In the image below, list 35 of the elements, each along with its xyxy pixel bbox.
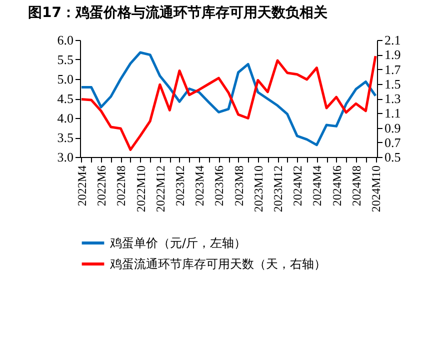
x-tick-label: 2024M6 — [330, 166, 344, 206]
y2-tick-label: 1.1 — [384, 106, 401, 121]
legend-label: 鸡蛋流通环节库存可用天数（天，右轴） — [109, 257, 326, 271]
y-tick-label: 5.5 — [57, 52, 74, 67]
y2-tick-label: 1.5 — [384, 76, 401, 92]
x-tick-label: 2022M8 — [114, 166, 128, 206]
x-tick-label: 2023M10 — [251, 166, 266, 212]
x-tick-label: 2023M4 — [192, 166, 207, 206]
y2-tick-label: 0.7 — [384, 134, 402, 150]
chart-title: 图17：鸡蛋价格与流通环节库存可用天数负相关 — [28, 4, 328, 21]
x-tick-label: 2024M4 — [310, 166, 324, 206]
y-tick-label: 6.0 — [57, 32, 74, 48]
y2-tick-label: 1.3 — [384, 91, 401, 106]
x-tick-label: 2022M12 — [153, 166, 168, 212]
y-tick-label: 3.5 — [57, 130, 74, 145]
y2-tick-label: 0.5 — [384, 150, 401, 164]
y-tick-label: 4.5 — [57, 91, 74, 106]
y2-tick-label: 1.9 — [384, 47, 401, 62]
x-tick-label: 2022M4 — [74, 166, 89, 206]
y-tick-label: 3.0 — [57, 150, 74, 164]
x-tick-label: 2024M8 — [349, 166, 364, 206]
x-tick-label: 2023M12 — [271, 166, 286, 212]
x-tick-label: 2024M10 — [369, 166, 384, 212]
x-tick-label: 2023M2 — [172, 166, 187, 206]
y-tick-label: 5.0 — [57, 72, 74, 86]
x-tick-label: 2023M6 — [212, 166, 226, 206]
y2-tick-label: 0.9 — [384, 120, 401, 136]
legend-label: 鸡蛋单价（元/斤，左轴） — [109, 236, 246, 250]
x-tick-label: 2023M8 — [232, 166, 246, 206]
x-tick-label: 2022M6 — [94, 166, 109, 206]
x-tick-label: 2024M2 — [290, 166, 305, 206]
x-tick-label: 2022M10 — [134, 166, 148, 212]
y-tick-label: 4.0 — [57, 110, 74, 126]
y2-tick-label: 2.1 — [384, 32, 401, 48]
y2-tick-label: 1.7 — [384, 62, 402, 77]
